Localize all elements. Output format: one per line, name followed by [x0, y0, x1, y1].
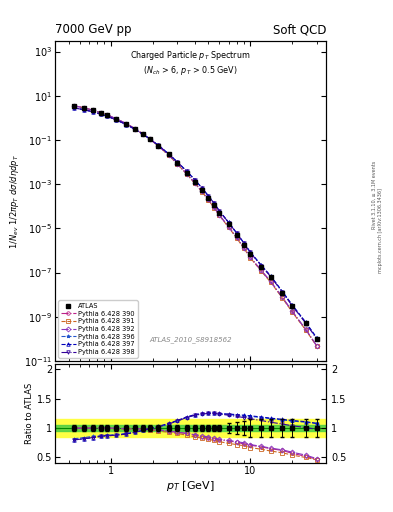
Text: Rivet 3.1.10, ≥ 3.1M events: Rivet 3.1.10, ≥ 3.1M events: [372, 160, 376, 229]
Y-axis label: Ratio to ATLAS: Ratio to ATLAS: [25, 383, 34, 444]
Bar: [55, 425, 326, 431]
Text: Soft QCD: Soft QCD: [273, 23, 326, 36]
Bar: [55, 419, 326, 437]
X-axis label: $p_T$ [GeV]: $p_T$ [GeV]: [166, 479, 215, 493]
Legend: ATLAS, Pythia 6.428 390, Pythia 6.428 391, Pythia 6.428 392, Pythia 6.428 396, P: ATLAS, Pythia 6.428 390, Pythia 6.428 39…: [58, 301, 138, 357]
Text: mcplots.cern.ch [arXiv:1306.3436]: mcplots.cern.ch [arXiv:1306.3436]: [378, 188, 382, 273]
Text: 7000 GeV pp: 7000 GeV pp: [55, 23, 132, 36]
Text: Charged Particle $p_T$ Spectrum
($N_{ch}$ > 6, $p_T$ > 0.5 GeV): Charged Particle $p_T$ Spectrum ($N_{ch}…: [130, 49, 251, 77]
Y-axis label: $1/N_{ev}$ $1/2\pi p_T$ $d\sigma/d\eta dp_T$: $1/N_{ev}$ $1/2\pi p_T$ $d\sigma/d\eta d…: [8, 154, 21, 248]
Text: ATLAS_2010_S8918562: ATLAS_2010_S8918562: [149, 336, 232, 344]
